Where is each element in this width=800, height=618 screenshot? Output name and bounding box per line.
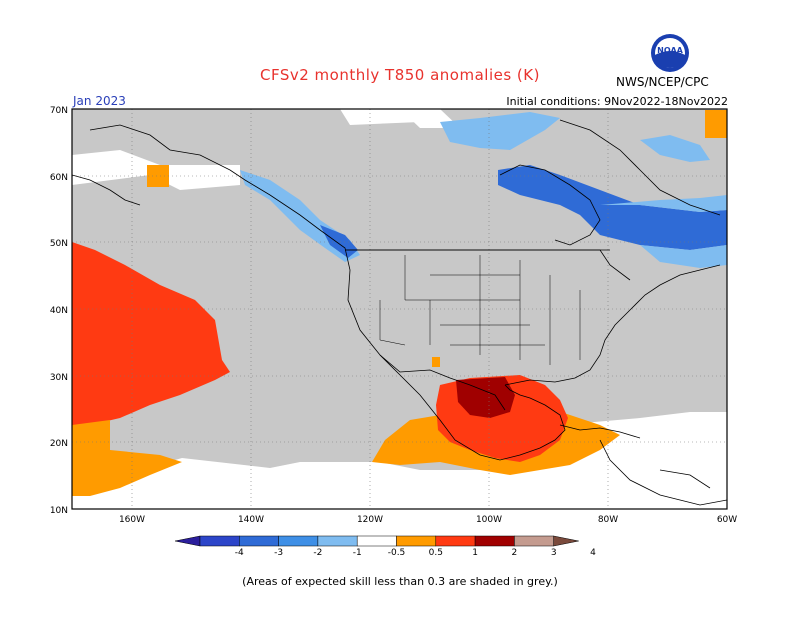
colorbar-segment (474, 535, 515, 547)
lon-label-60w: 60W (717, 515, 737, 525)
neg-anomaly-northeast-canada (498, 165, 727, 250)
colorbar-label: 4 (590, 548, 596, 558)
colorbar-label: 0.5 (429, 548, 443, 558)
lat-label-60: 60N (50, 173, 68, 183)
lat-labels: 70N 60N 50N 40N 30N 20N 10N (50, 106, 68, 516)
lat-label-30: 30N (50, 373, 68, 383)
lat-label-40: 40N (50, 306, 68, 316)
colorbar-label: -2 (313, 548, 322, 558)
lat-label-50: 50N (50, 239, 68, 249)
colorbar-label: 1 (472, 548, 478, 558)
colorbar-label: -0.5 (388, 548, 406, 558)
colorbar-label: 3 (551, 548, 557, 558)
colorbar-segment (199, 535, 240, 547)
colorbar-segment (514, 535, 554, 547)
org-label: NWS/NCEP/CPC (616, 75, 709, 89)
lon-label-160w: 160W (119, 515, 145, 525)
map-title: CFSv2 monthly T850 anomalies (K) (260, 66, 540, 84)
colorbar-arrow-right (553, 535, 579, 547)
colorbar-segment (435, 535, 476, 547)
footnote: (Areas of expected skill less than 0.3 a… (242, 575, 558, 588)
coastlines (72, 119, 727, 506)
map-frame (71, 108, 728, 510)
colorbar-label: -1 (353, 548, 362, 558)
lon-label-80w: 80W (598, 515, 618, 525)
lon-label-120w: 120W (357, 515, 383, 525)
noaa-logo-text: NOAA (657, 46, 683, 55)
colorbar-segment (317, 535, 358, 547)
forecast-month: Jan 2023 (73, 94, 126, 108)
lat-label-70: 70N (50, 106, 68, 116)
lat-label-20: 20N (50, 439, 68, 449)
initial-conditions: Initial conditions: 9Nov2022-18Nov2022 (506, 95, 728, 108)
colorbar: -4 -3 -2 -1 -0.5 0.5 1 2 3 4 (174, 535, 596, 558)
colorbar-label: -4 (235, 548, 244, 558)
lon-label-100w: 100W (476, 515, 502, 525)
colorbar-segment (396, 535, 437, 547)
lon-label-140w: 140W (238, 515, 264, 525)
colorbar-label: -3 (274, 548, 283, 558)
colorbar-segment (239, 535, 279, 547)
colorbar-segment (278, 535, 319, 547)
lon-labels: 160W 140W 120W 100W 80W 60W (119, 515, 737, 525)
lat-label-10: 10N (50, 506, 68, 516)
colorbar-label: 2 (512, 548, 518, 558)
noaa-logo: NOAA (651, 34, 689, 72)
colorbar-arrow-left (174, 535, 201, 547)
colorbar-segment (356, 535, 397, 547)
pos-anomaly-pacific (72, 242, 230, 425)
